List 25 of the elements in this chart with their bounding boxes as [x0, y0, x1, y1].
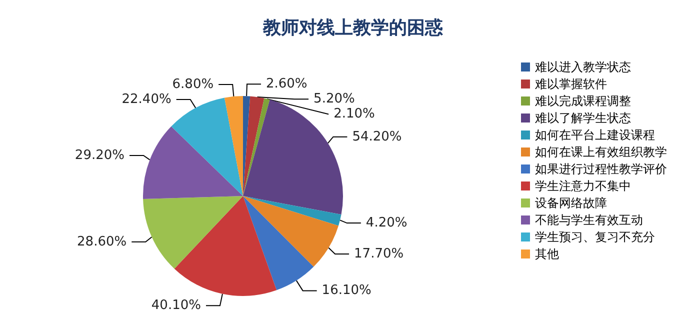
data-label: 28.60%	[77, 234, 127, 250]
data-label: 2.60%	[266, 76, 308, 92]
data-label: 17.70%	[354, 246, 404, 262]
data-label: 4.20%	[366, 216, 408, 231]
legend-label: 不能与学生有效互动	[535, 213, 643, 227]
legend-label: 学生注意力不集中	[535, 179, 631, 193]
data-label: 22.40%	[122, 92, 172, 107]
legend-label: 难以进入教学状态	[534, 60, 631, 74]
legend-label: 如何在课上有效组织教学	[535, 145, 667, 159]
data-label: 6.80%	[172, 76, 214, 92]
chart-title: 教师对线上教学的困惑	[262, 18, 444, 38]
data-label: 5.20%	[314, 92, 355, 107]
legend-label: 如果进行过程性教学评价	[535, 162, 667, 176]
data-label: 2.10%	[334, 106, 375, 122]
legend-label: 难以掌握软件	[534, 77, 607, 91]
legend-label: 设备网络故障	[535, 196, 607, 210]
data-label: 40.10%	[151, 298, 201, 314]
legend-label: 其他	[535, 247, 559, 261]
legend-label: 如何在平台上建设课程	[535, 128, 655, 142]
data-label: 16.10%	[322, 283, 372, 298]
data-label: 29.20%	[74, 148, 124, 163]
legend-label: 学生预习、复习不充分	[535, 230, 655, 244]
legend-label: 难以了解学生状态	[534, 111, 631, 125]
legend-label: 难以完成课程调整	[534, 94, 631, 108]
data-label: 54.20%	[352, 129, 402, 144]
